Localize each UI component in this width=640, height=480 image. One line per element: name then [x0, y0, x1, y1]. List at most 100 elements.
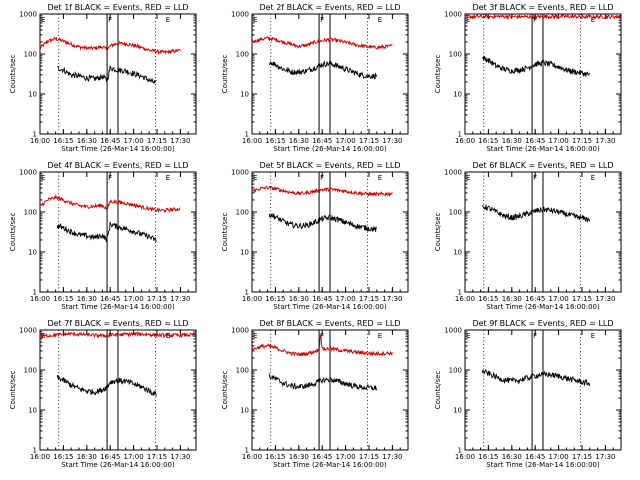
y-tick-label: 10	[28, 91, 37, 99]
x-tick-label: 16:15	[265, 137, 285, 145]
y-tick-label: 100	[449, 51, 462, 59]
events-series-line	[481, 204, 591, 224]
x-tick-label: 17:30	[170, 453, 190, 461]
x-tick-label: 16:45	[525, 137, 545, 145]
x-axis-label: Start Time (26-Mar-14 16:00:00)	[61, 303, 175, 311]
panel-title: Det 1f BLACK = Events, RED = LLD	[47, 3, 188, 12]
y-tick-label: 1	[458, 289, 462, 297]
x-tick-label: 16:00	[242, 453, 262, 461]
x-tick-label: 16:00	[455, 295, 475, 303]
x-tick-label: 16:00	[30, 137, 50, 145]
x-tick-label: 17:00	[124, 453, 144, 461]
x-tick-label: 16:00	[455, 453, 475, 461]
x-axis-label: Start Time (26-Mar-14 16:00:00)	[273, 145, 387, 153]
y-tick-label: 1	[245, 131, 249, 139]
y-tick-label: 1000	[444, 327, 462, 335]
y-tick-label: 1000	[231, 169, 249, 177]
x-tick-label: 17:15	[572, 453, 592, 461]
event-letter-marker: F	[320, 332, 324, 340]
x-tick-label: 16:45	[100, 295, 120, 303]
panel-title: Det 7f BLACK = Events, RED = LLD	[47, 319, 188, 328]
x-axis-label: Start Time (26-Mar-14 16:00:00)	[61, 145, 175, 153]
lld-series-line	[251, 185, 393, 197]
detector-panel: Det 3f BLACK = Events, RED = LLD 1 10 100 10…	[434, 3, 622, 153]
x-axis-label: Start Time (26-Mar-14 16:00:00)	[61, 461, 175, 469]
event-letter-marker: E	[253, 332, 257, 340]
event-letter-marker: F	[320, 174, 324, 182]
detector-panel: Det 7f BLACK = Events, RED = LLD 1 10 100 10…	[9, 319, 197, 469]
y-tick-label: 1	[33, 447, 37, 455]
x-tick-label: 17:30	[170, 137, 190, 145]
y-tick-label: 100	[449, 367, 462, 375]
y-tick-label: 1	[33, 289, 37, 297]
events-series-line	[481, 369, 591, 387]
x-tick-label: 16:45	[525, 453, 545, 461]
x-tick-label: 17:00	[124, 295, 144, 303]
x-tick-label: 17:15	[147, 295, 167, 303]
event-letter-marker: F	[533, 332, 537, 340]
y-tick-label: 100	[24, 51, 37, 59]
x-tick-label: 16:15	[265, 295, 285, 303]
detector-panel: Det 4f BLACK = Events, RED = LLD 1 10 100 10…	[9, 161, 197, 311]
event-letter-marker: E	[378, 174, 382, 182]
y-tick-label: 1000	[19, 11, 37, 19]
x-tick-label: 16:30	[289, 295, 309, 303]
x-axis-label: Start Time (26-Mar-14 16:00:00)	[273, 461, 387, 469]
events-series-line	[268, 212, 377, 232]
x-tick-label: 17:15	[147, 453, 167, 461]
x-tick-label: 16:45	[100, 137, 120, 145]
x-tick-label: 17:30	[595, 295, 615, 303]
x-tick-label: 16:00	[242, 137, 262, 145]
events-series-line	[268, 60, 378, 80]
y-tick-label: 1000	[444, 11, 462, 19]
x-axis-label: Start Time (26-Mar-14 16:00:00)	[486, 303, 600, 311]
x-tick-label: 16:00	[30, 453, 50, 461]
x-tick-label: 16:30	[289, 453, 309, 461]
panel-title: Det 5f BLACK = Events, RED = LLD	[259, 161, 400, 170]
x-tick-label: 16:15	[478, 295, 498, 303]
x-tick-label: 17:30	[595, 453, 615, 461]
event-letter-marker: E	[166, 16, 170, 24]
y-tick-label: 100	[236, 51, 249, 59]
y-tick-label: 10	[28, 249, 37, 257]
detector-panel: Det 2f BLACK = Events, RED = LLD 1 10 100 10…	[221, 3, 409, 153]
event-letter-marker: F	[108, 16, 112, 24]
x-tick-label: 17:30	[382, 137, 402, 145]
x-tick-label: 16:30	[77, 453, 97, 461]
x-tick-label: 16:30	[502, 137, 522, 145]
y-tick-label: 10	[453, 407, 462, 415]
x-tick-label: 17:00	[549, 137, 569, 145]
y-tick-label: 1	[245, 289, 249, 297]
y-tick-label: 10	[240, 407, 249, 415]
x-tick-label: 16:30	[502, 453, 522, 461]
x-tick-label: 16:45	[100, 453, 120, 461]
y-axis-label: Counts/sec	[434, 213, 442, 252]
x-tick-label: 16:15	[53, 137, 73, 145]
y-tick-label: 10	[240, 249, 249, 257]
lld-series-line	[39, 194, 181, 214]
panel-title: Det 6f BLACK = Events, RED = LLD	[472, 161, 613, 170]
x-tick-label: 17:00	[336, 295, 356, 303]
event-letter-marker: E	[253, 16, 257, 24]
x-tick-label: 17:30	[170, 295, 190, 303]
y-axis-label: Counts/sec	[9, 55, 17, 94]
x-axis-label: Start Time (26-Mar-14 16:00:00)	[486, 145, 600, 153]
y-tick-label: 100	[236, 209, 249, 217]
events-series-line	[268, 373, 378, 391]
panel-title: Det 8f BLACK = Events, RED = LLD	[259, 319, 400, 328]
x-tick-label: 17:00	[336, 453, 356, 461]
event-letter-marker: E	[591, 16, 595, 24]
x-tick-label: 16:30	[77, 295, 97, 303]
event-letter-marker: E	[591, 332, 595, 340]
lld-series-line	[251, 333, 393, 357]
event-letter-marker: E	[41, 16, 45, 24]
y-axis-label: Counts/sec	[9, 371, 17, 410]
x-tick-label: 16:00	[30, 295, 50, 303]
event-letter-marker: F	[533, 174, 537, 182]
x-tick-label: 16:15	[53, 453, 73, 461]
x-axis-label: Start Time (26-Mar-14 16:00:00)	[486, 461, 600, 469]
event-letter-marker: E	[466, 174, 470, 182]
y-tick-label: 10	[240, 91, 249, 99]
x-tick-label: 16:15	[478, 137, 498, 145]
x-tick-label: 16:45	[525, 295, 545, 303]
